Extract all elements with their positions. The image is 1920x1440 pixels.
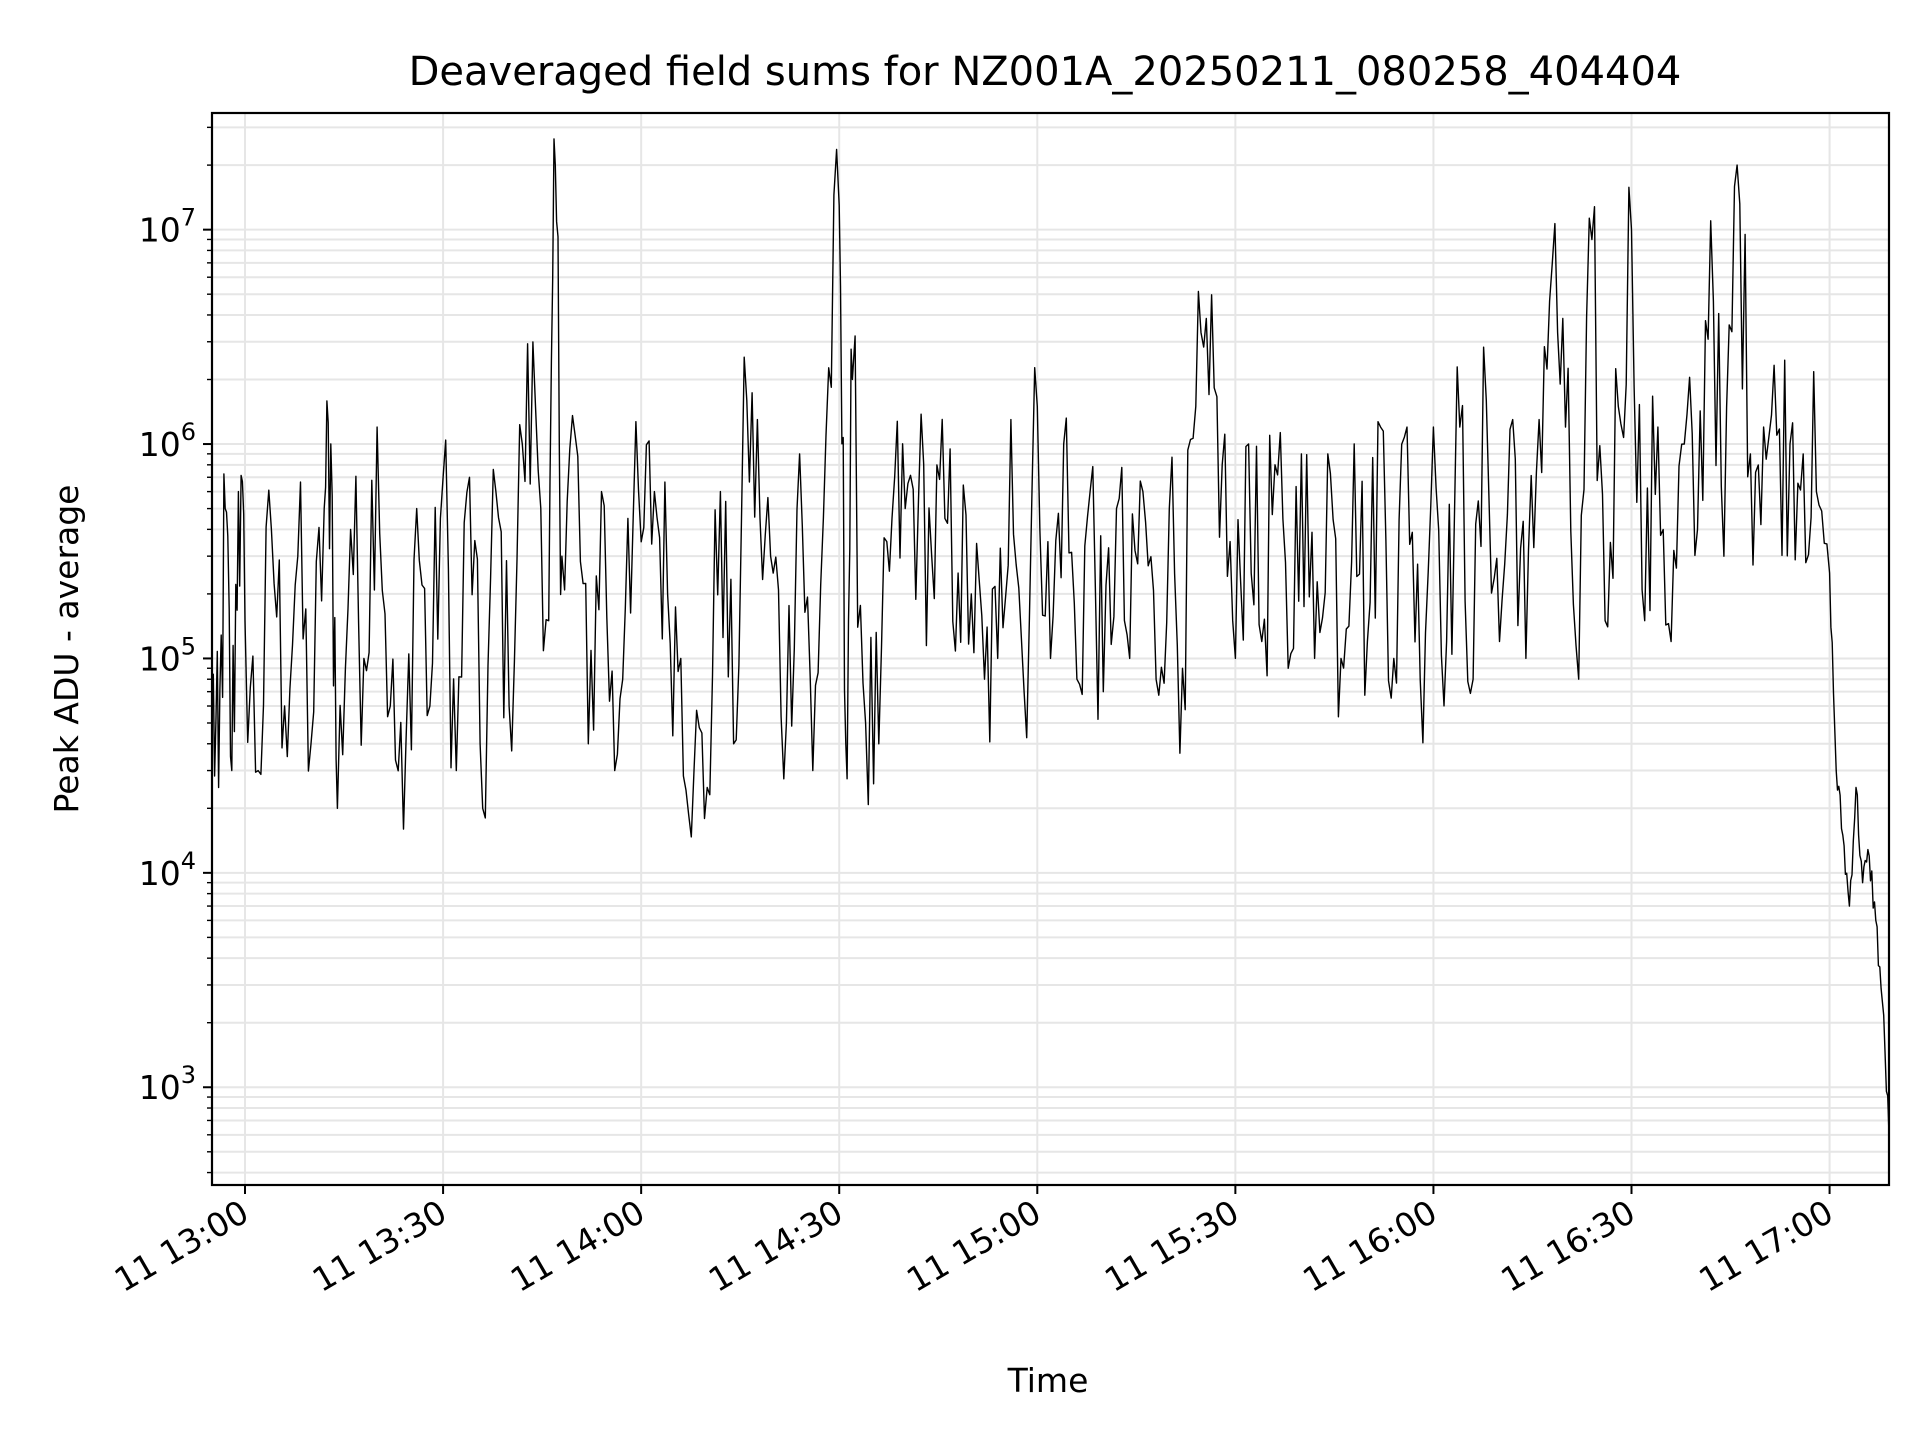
y-tick-base: 10 <box>139 425 181 464</box>
y-tick-label: 106 <box>139 418 196 464</box>
y-axis-title: Peak ADU - average <box>47 485 86 814</box>
x-tick-label: 11 16:00 <box>1296 1192 1443 1300</box>
y-tick-base: 10 <box>139 639 181 678</box>
series-line <box>212 138 1889 1135</box>
x-tick-label: 11 14:30 <box>702 1192 849 1300</box>
plot-frame <box>210 111 1891 1187</box>
x-axis-title: Time <box>1007 1361 1089 1400</box>
y-tick-base: 10 <box>139 854 181 893</box>
x-tick-label: 11 13:00 <box>108 1192 255 1300</box>
y-tick-label: 104 <box>139 847 196 893</box>
x-tick-label: 11 16:30 <box>1494 1192 1641 1300</box>
chart-title: Deaveraged field sums for NZ001A_2025021… <box>409 49 1682 95</box>
y-tick-exponent: 5 <box>181 632 196 660</box>
y-tick-exponent: 4 <box>181 847 196 875</box>
y-tick-label: 107 <box>139 204 196 250</box>
y-tick-exponent: 7 <box>181 204 196 232</box>
x-tick-label: 11 14:00 <box>504 1192 651 1300</box>
y-tick-exponent: 6 <box>181 418 196 446</box>
x-axis: 11 13:00 11 13:30 11 14:00 11 14:30 11 15:00… <box>108 1185 1840 1300</box>
x-tick-label: 11 15:30 <box>1098 1192 1245 1300</box>
x-tick-label: 11 13:30 <box>306 1192 453 1300</box>
x-tick-label: 11 15:00 <box>900 1192 1047 1300</box>
y-tick-label: 103 <box>139 1061 196 1107</box>
x-tick-label: 11 17:00 <box>1692 1192 1839 1300</box>
y-tick-label: 105 <box>139 632 196 678</box>
y-tick-exponent: 3 <box>181 1061 196 1089</box>
y-tick-base: 10 <box>139 211 181 250</box>
y-tick-base: 10 <box>139 1068 181 1107</box>
